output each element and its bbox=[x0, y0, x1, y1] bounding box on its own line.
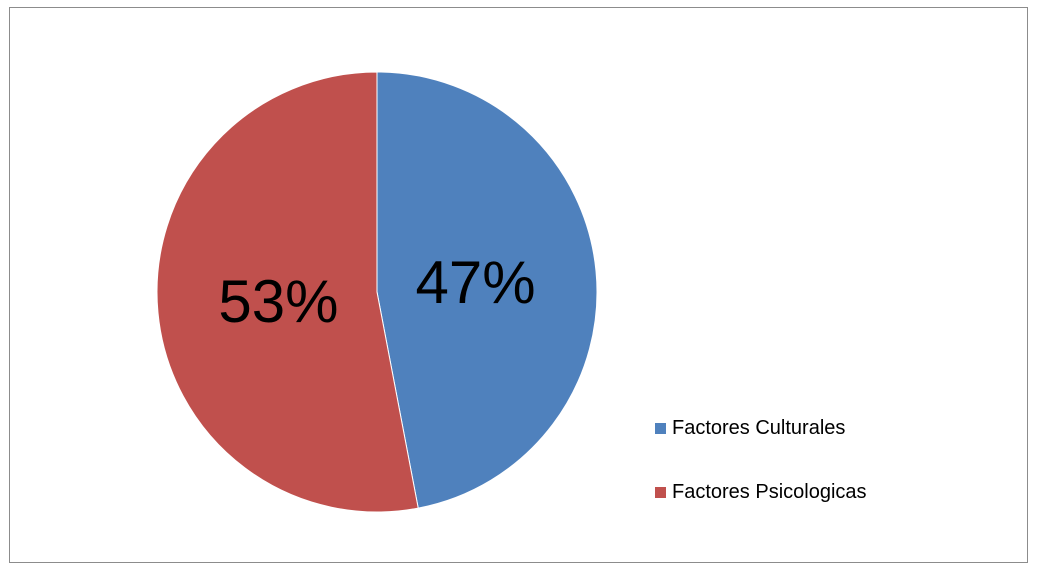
legend-label-factores-culturales: Factores Culturales bbox=[672, 416, 846, 439]
legend-swatch-factores-culturales bbox=[655, 422, 666, 434]
pie-slice-factores-culturales bbox=[376, 71, 598, 509]
pie-chart: 47% 53% bbox=[156, 71, 598, 513]
data-label-factores-culturales: 47% bbox=[416, 249, 536, 316]
legend-item-factores-psicologicas: Factores Psicologicas bbox=[655, 479, 867, 505]
data-label-factores-psicologicas: 53% bbox=[218, 268, 338, 335]
pie-data-labels: 47% 53% bbox=[218, 249, 535, 335]
chart-area: 47% 53% Factores Culturales Factores Psic… bbox=[9, 7, 1028, 563]
legend-item-factores-culturales: Factores Culturales bbox=[655, 415, 867, 441]
legend-swatch-factores-psicologicas bbox=[655, 486, 666, 498]
legend-label-factores-psicologicas: Factores Psicologicas bbox=[672, 480, 867, 503]
pie-slices bbox=[156, 71, 598, 513]
pie-slice-factores-psicologicas bbox=[156, 71, 419, 513]
legend: Factores Culturales Factores Psicologica… bbox=[655, 415, 867, 543]
